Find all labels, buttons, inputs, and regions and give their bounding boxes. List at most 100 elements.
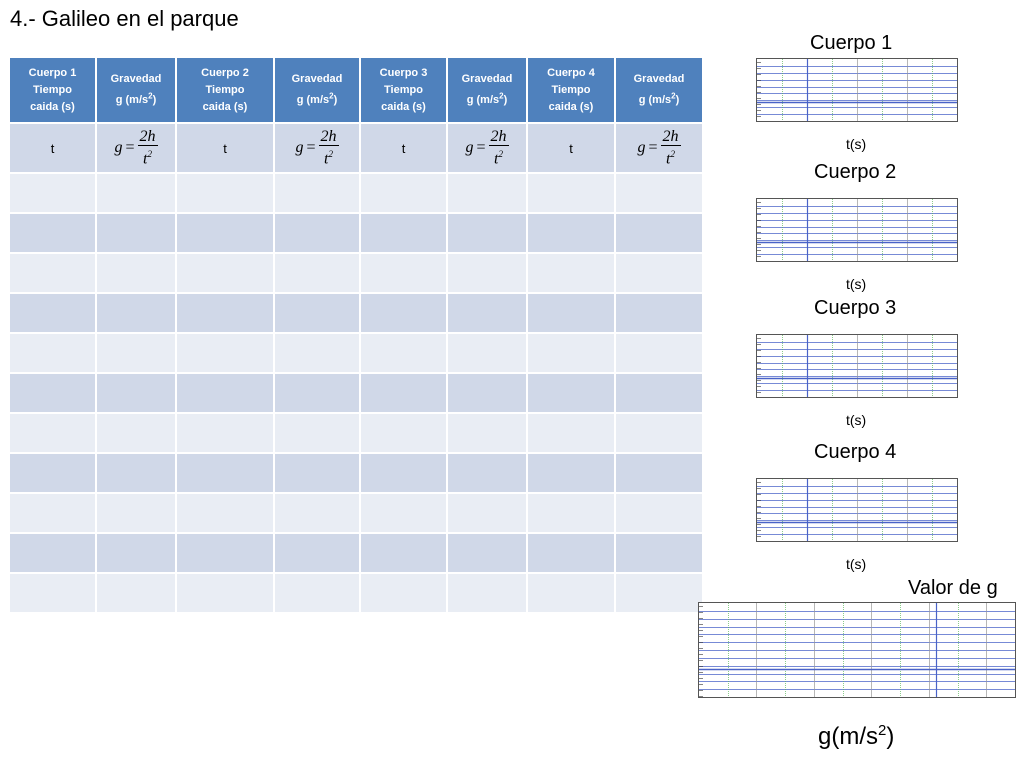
gravity-input-cell[interactable] xyxy=(446,292,528,334)
gravity-input-cell[interactable] xyxy=(446,452,528,494)
time-input-cell[interactable] xyxy=(359,372,448,414)
gravity-input-cell[interactable] xyxy=(95,452,177,494)
time-input-cell[interactable] xyxy=(359,212,448,254)
time-input-cell[interactable] xyxy=(359,332,448,374)
gravity-input-cell[interactable] xyxy=(614,452,704,494)
gravity-input-cell[interactable] xyxy=(273,372,361,414)
time-input-cell[interactable] xyxy=(175,212,275,254)
gravity-input-cell[interactable] xyxy=(95,292,177,334)
gravity-input-cell[interactable] xyxy=(614,372,704,414)
time-input-cell[interactable] xyxy=(8,292,97,334)
gravity-input-cell[interactable] xyxy=(614,412,704,454)
gravity-input-cell[interactable] xyxy=(614,332,704,374)
time-input-cell[interactable] xyxy=(526,492,616,534)
graph-cuerpo3[interactable] xyxy=(756,334,958,398)
gravity-input-cell[interactable] xyxy=(95,492,177,534)
gravity-input-cell[interactable] xyxy=(273,212,361,254)
time-input-cell[interactable] xyxy=(359,252,448,294)
time-input-cell[interactable] xyxy=(526,332,616,374)
gravity-input-cell[interactable] xyxy=(614,532,704,574)
gravity-input-cell[interactable] xyxy=(446,532,528,574)
time-input-cell[interactable] xyxy=(526,252,616,294)
time-input-cell[interactable] xyxy=(526,412,616,454)
time-input-cell[interactable] xyxy=(359,492,448,534)
time-cell[interactable]: t xyxy=(175,122,275,174)
time-input-cell[interactable] xyxy=(8,452,97,494)
time-input-cell[interactable] xyxy=(8,172,97,214)
time-input-cell[interactable] xyxy=(359,452,448,494)
time-input-cell[interactable] xyxy=(8,492,97,534)
gravity-input-cell[interactable] xyxy=(446,332,528,374)
time-input-cell[interactable] xyxy=(359,172,448,214)
time-input-cell[interactable] xyxy=(359,572,448,614)
gravity-input-cell[interactable] xyxy=(95,412,177,454)
time-input-cell[interactable] xyxy=(359,532,448,574)
gravity-input-cell[interactable] xyxy=(446,572,528,614)
gravity-input-cell[interactable] xyxy=(273,572,361,614)
graph-cuerpo2[interactable] xyxy=(756,198,958,262)
time-input-cell[interactable] xyxy=(526,532,616,574)
time-input-cell[interactable] xyxy=(526,452,616,494)
time-input-cell[interactable] xyxy=(526,212,616,254)
gravity-input-cell[interactable] xyxy=(446,212,528,254)
gravity-input-cell[interactable] xyxy=(273,452,361,494)
time-input-cell[interactable] xyxy=(175,292,275,334)
data-table: Cuerpo 1 Tiempo caida (s) Gravedad g (m/s2)… xyxy=(8,56,704,614)
time-input-cell[interactable] xyxy=(175,532,275,574)
gravity-input-cell[interactable] xyxy=(273,172,361,214)
formula-cell: g = 2h t2 xyxy=(95,122,177,174)
gravity-input-cell[interactable] xyxy=(614,252,704,294)
graph-valor-g[interactable] xyxy=(698,602,1016,698)
time-input-cell[interactable] xyxy=(8,412,97,454)
gravity-input-cell[interactable] xyxy=(95,332,177,374)
gravity-input-cell[interactable] xyxy=(614,172,704,214)
time-input-cell[interactable] xyxy=(175,452,275,494)
time-cell[interactable]: t xyxy=(359,122,448,174)
gravity-input-cell[interactable] xyxy=(95,532,177,574)
gravity-input-cell[interactable] xyxy=(614,212,704,254)
time-cell[interactable]: t xyxy=(8,122,97,174)
graph-cuerpo1[interactable] xyxy=(756,58,958,122)
gravity-input-cell[interactable] xyxy=(446,372,528,414)
time-input-cell[interactable] xyxy=(175,332,275,374)
gravity-input-cell[interactable] xyxy=(273,332,361,374)
time-input-cell[interactable] xyxy=(8,572,97,614)
time-input-cell[interactable] xyxy=(526,172,616,214)
gravity-input-cell[interactable] xyxy=(273,532,361,574)
gravity-input-cell[interactable] xyxy=(95,172,177,214)
time-input-cell[interactable] xyxy=(175,492,275,534)
gravity-input-cell[interactable] xyxy=(614,292,704,334)
gravity-input-cell[interactable] xyxy=(614,572,704,614)
graph-cuerpo4[interactable] xyxy=(756,478,958,542)
time-input-cell[interactable] xyxy=(8,532,97,574)
gravity-input-cell[interactable] xyxy=(273,292,361,334)
time-input-cell[interactable] xyxy=(175,412,275,454)
gravity-input-cell[interactable] xyxy=(446,252,528,294)
time-input-cell[interactable] xyxy=(175,572,275,614)
time-input-cell[interactable] xyxy=(175,172,275,214)
gravity-input-cell[interactable] xyxy=(446,412,528,454)
gravity-input-cell[interactable] xyxy=(446,492,528,534)
gravity-input-cell[interactable] xyxy=(273,412,361,454)
gravity-input-cell[interactable] xyxy=(95,212,177,254)
gravity-input-cell[interactable] xyxy=(273,252,361,294)
time-input-cell[interactable] xyxy=(526,572,616,614)
time-input-cell[interactable] xyxy=(526,292,616,334)
time-input-cell[interactable] xyxy=(359,292,448,334)
gravity-input-cell[interactable] xyxy=(95,252,177,294)
gravity-input-cell[interactable] xyxy=(614,492,704,534)
time-input-cell[interactable] xyxy=(8,372,97,414)
time-input-cell[interactable] xyxy=(359,412,448,454)
time-input-cell[interactable] xyxy=(175,252,275,294)
gravity-input-cell[interactable] xyxy=(95,372,177,414)
time-cell[interactable]: t xyxy=(526,122,616,174)
gravity-input-cell[interactable] xyxy=(95,572,177,614)
graph-xlabel-cuerpo1: t(s) xyxy=(846,136,867,152)
time-input-cell[interactable] xyxy=(8,252,97,294)
time-input-cell[interactable] xyxy=(8,212,97,254)
gravity-input-cell[interactable] xyxy=(446,172,528,214)
gravity-input-cell[interactable] xyxy=(273,492,361,534)
time-input-cell[interactable] xyxy=(175,372,275,414)
time-input-cell[interactable] xyxy=(526,372,616,414)
time-input-cell[interactable] xyxy=(8,332,97,374)
